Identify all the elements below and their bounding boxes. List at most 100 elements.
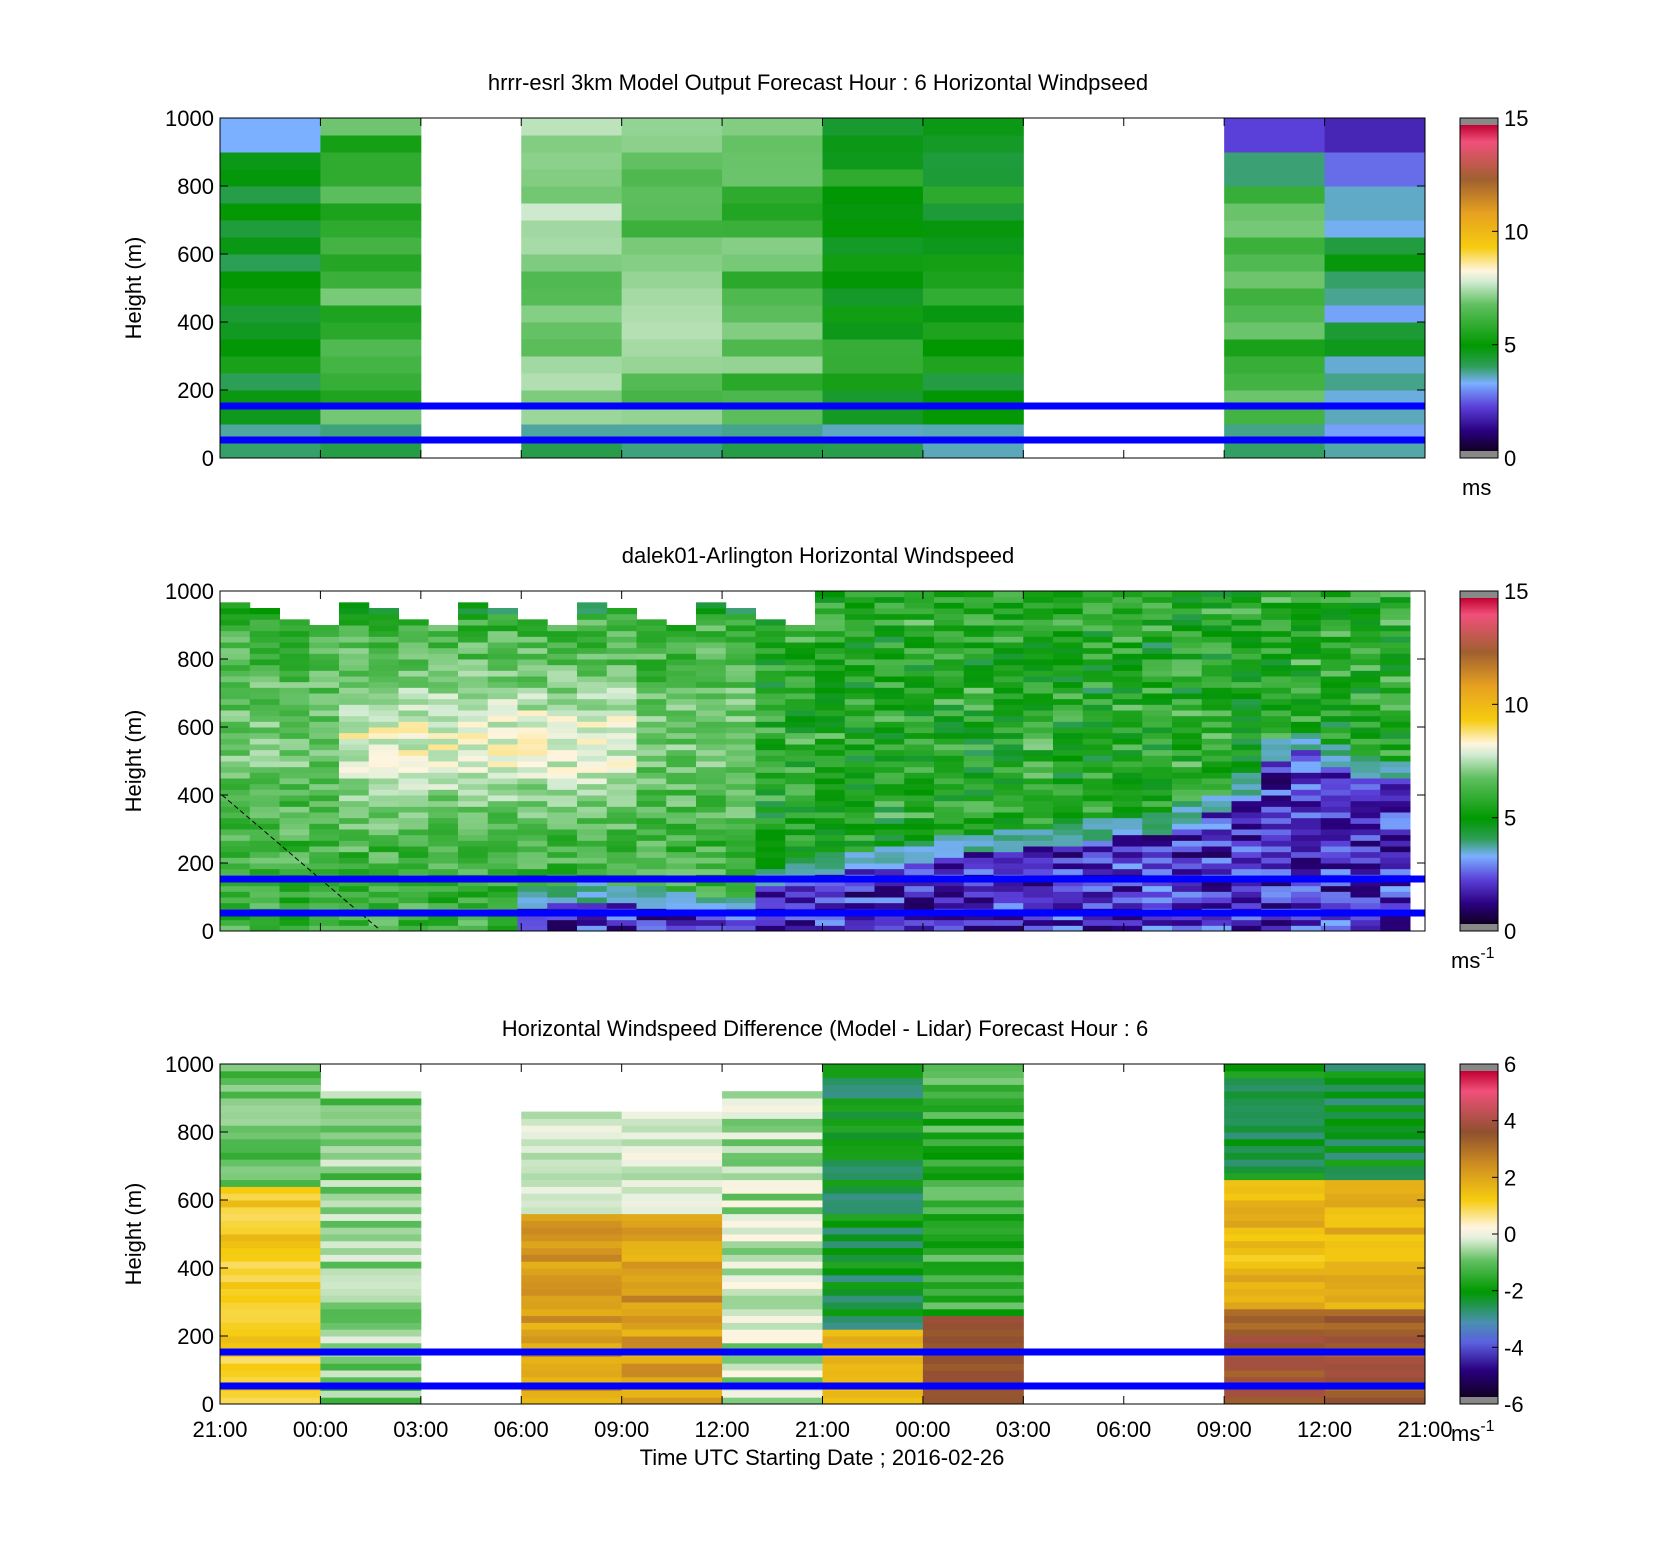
heatmap-cell — [963, 681, 994, 688]
heatmap-cell — [606, 868, 637, 875]
heatmap-cell — [398, 857, 429, 864]
heatmap-cell — [320, 1356, 422, 1364]
heatmap-cell — [279, 868, 310, 875]
heatmap-cell — [320, 271, 422, 289]
heatmap-cell — [1172, 863, 1203, 870]
heatmap-cell — [428, 800, 459, 807]
heatmap-cell — [547, 902, 578, 909]
heatmap-cell — [547, 806, 578, 813]
heatmap-cell — [220, 914, 251, 921]
heatmap-cell — [458, 925, 489, 932]
heatmap-cell — [874, 727, 905, 734]
heatmap-cell — [428, 919, 459, 926]
heatmap-cell — [220, 863, 251, 870]
heatmap-cell — [1350, 698, 1381, 705]
heatmap-cell — [1172, 829, 1203, 836]
heatmap-cell — [339, 795, 370, 802]
heatmap-cell — [1053, 687, 1084, 694]
heatmap-cell — [785, 653, 816, 660]
heatmap-cell — [1261, 919, 1292, 926]
heatmap-cell — [521, 1302, 623, 1310]
heatmap-cell — [458, 840, 489, 847]
heatmap-cell — [963, 755, 994, 762]
heatmap-cell — [320, 1376, 422, 1385]
heatmap-cell — [368, 732, 399, 739]
heatmap-cell — [1053, 749, 1084, 756]
heatmap-cell — [309, 817, 340, 824]
heatmap-cell — [320, 1254, 422, 1262]
heatmap-cell — [822, 1288, 924, 1296]
heatmap-cell — [636, 846, 667, 853]
heatmap-cell — [606, 642, 637, 649]
heatmap-cell — [279, 625, 310, 632]
heatmap-cell — [904, 704, 935, 711]
heatmap-cell — [1142, 902, 1173, 909]
heatmap-cell — [993, 914, 1024, 921]
heatmap-cell — [606, 891, 637, 898]
heatmap-cell — [249, 863, 280, 870]
heatmap-cell — [1224, 1220, 1326, 1228]
heatmap-cell — [279, 897, 310, 904]
heatmap-cell — [844, 693, 875, 700]
heatmap-cell — [621, 1234, 723, 1242]
heatmap-cell — [844, 806, 875, 813]
heatmap-cell — [815, 704, 846, 711]
heatmap-cell — [696, 630, 727, 637]
heatmap-cell — [636, 834, 667, 841]
heatmap-cell — [874, 885, 905, 892]
heatmap-cell — [458, 744, 489, 751]
heatmap-cell — [1261, 880, 1292, 887]
heatmap-cell — [220, 868, 251, 875]
heatmap-cell — [577, 823, 608, 830]
heatmap-cell — [1320, 851, 1351, 858]
heatmap-cell — [1053, 840, 1084, 847]
heatmap-cell — [1261, 863, 1292, 870]
heatmap-cell — [755, 789, 786, 796]
heatmap-cell — [815, 863, 846, 870]
heatmap-cell — [993, 630, 1024, 637]
heatmap-cell — [1320, 778, 1351, 785]
heatmap-cell — [1291, 625, 1322, 632]
heatmap-cell — [1172, 755, 1203, 762]
heatmap-cell — [1380, 670, 1411, 677]
heatmap-cell — [339, 846, 370, 853]
heatmap-cell — [1023, 613, 1054, 620]
heatmap-cell — [722, 1234, 823, 1242]
heatmap-cell — [993, 698, 1024, 705]
heatmap-cell — [487, 647, 518, 654]
heatmap-cell — [368, 857, 399, 864]
heatmap-cell — [279, 761, 310, 768]
heatmap-cell — [844, 591, 875, 598]
heatmap-cell — [220, 288, 321, 306]
heatmap-cell — [815, 902, 846, 909]
heatmap-cell — [279, 778, 310, 785]
heatmap-cell — [1324, 1220, 1426, 1228]
heatmap-cell — [815, 857, 846, 864]
heatmap-cell — [844, 897, 875, 904]
heatmap-cell — [993, 761, 1024, 768]
heatmap-cell — [1224, 1322, 1326, 1330]
heatmap-cell — [1082, 653, 1113, 660]
heatmap-cell — [1142, 772, 1173, 779]
heatmap-cell — [785, 630, 816, 637]
heatmap-cell — [517, 630, 548, 637]
heatmap-cell — [696, 738, 727, 745]
heatmap-cell — [1053, 659, 1084, 666]
y-tick-label: 800 — [177, 1120, 214, 1145]
heatmap-cell — [725, 914, 756, 921]
heatmap-cell — [521, 1138, 623, 1147]
heatmap-cell — [725, 721, 756, 728]
heatmap-cell — [339, 857, 370, 864]
heatmap-cell — [458, 919, 489, 926]
heatmap-cell — [1350, 704, 1381, 711]
heatmap-cell — [279, 829, 310, 836]
heatmap-cell — [220, 772, 251, 779]
heatmap-cell — [339, 630, 370, 637]
heatmap-cell — [666, 693, 697, 700]
heatmap-cell — [368, 647, 399, 654]
heatmap-cell — [1142, 676, 1173, 683]
heatmap-cell — [696, 653, 727, 660]
heatmap-cell — [1224, 1261, 1326, 1269]
heatmap-cell — [428, 778, 459, 785]
heatmap-cell — [1172, 744, 1203, 751]
